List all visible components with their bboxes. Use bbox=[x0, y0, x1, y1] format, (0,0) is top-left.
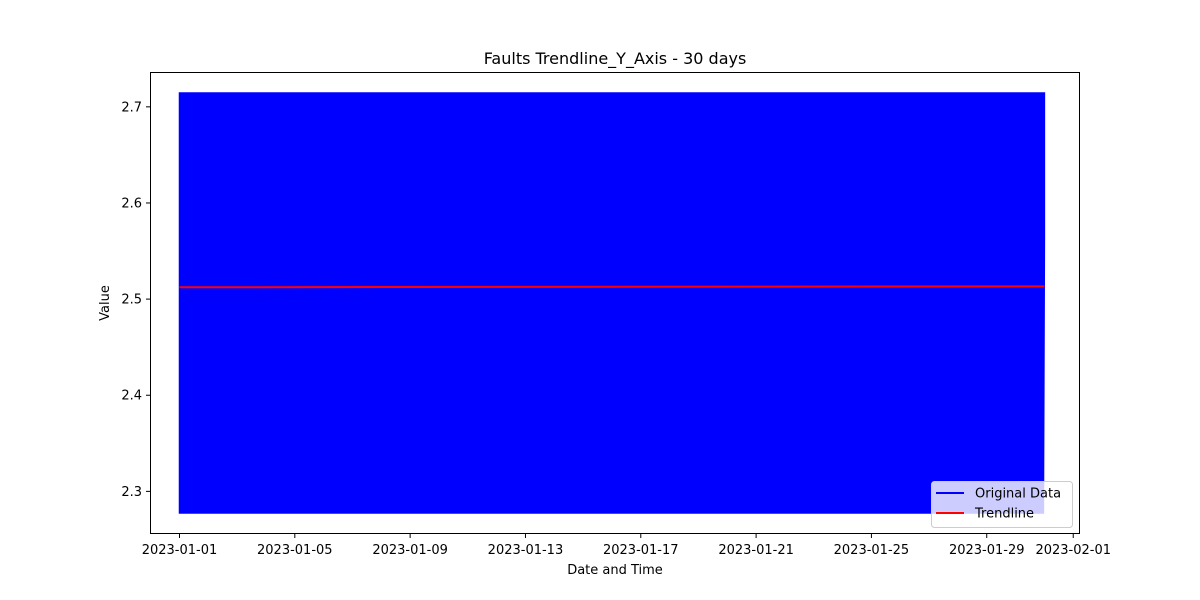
x-tick-label: 2023-01-17 bbox=[603, 543, 679, 558]
x-tick-label: 2023-01-21 bbox=[718, 543, 794, 558]
x-tick-label: 2023-01-09 bbox=[372, 543, 448, 558]
y-tick-label: 2.4 bbox=[121, 389, 142, 404]
x-tick-label: 2023-01-25 bbox=[834, 543, 910, 558]
x-tick-label: 2023-01-05 bbox=[257, 543, 333, 558]
legend-box bbox=[931, 481, 1073, 528]
chart-title: Faults Trendline_Y_Axis - 30 days bbox=[484, 49, 747, 69]
x-tick-label: 2023-02-01 bbox=[1035, 543, 1111, 558]
y-tick-label: 2.7 bbox=[121, 100, 142, 115]
y-tick-label: 2.3 bbox=[121, 485, 142, 500]
legend-label-original-data: Original Data bbox=[975, 487, 1061, 502]
x-tick-label: 2023-01-01 bbox=[142, 543, 218, 558]
series-trendline bbox=[179, 285, 1045, 289]
legend: Original Data Trendline bbox=[931, 481, 1073, 528]
plot-series bbox=[178, 92, 1046, 514]
y-axis-label: Value bbox=[98, 285, 113, 321]
y-axis: 2.3 2.4 2.5 2.6 2.7 bbox=[121, 100, 151, 500]
series-original-data bbox=[178, 92, 1046, 514]
x-tick-label: 2023-01-13 bbox=[488, 543, 564, 558]
legend-label-trendline: Trendline bbox=[974, 507, 1034, 522]
y-tick-label: 2.6 bbox=[121, 196, 142, 211]
x-tick-label: 2023-01-29 bbox=[949, 543, 1025, 558]
x-axis-label: Date and Time bbox=[567, 563, 663, 578]
plot-frame bbox=[150, 72, 1080, 534]
x-axis: 2023-01-01 2023-01-05 2023-01-09 2023-01-13… bbox=[142, 533, 1111, 558]
y-tick-label: 2.5 bbox=[121, 293, 142, 308]
